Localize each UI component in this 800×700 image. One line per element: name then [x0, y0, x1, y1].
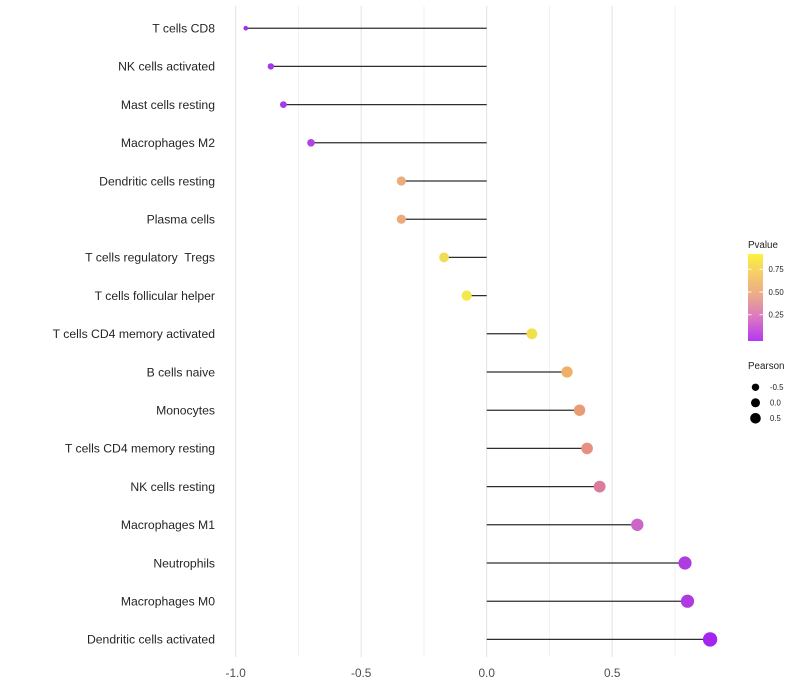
lollipop-dot: [561, 366, 573, 378]
y-axis-label: NK cells activated: [118, 60, 215, 74]
y-axis-label: T cells CD4 memory resting: [65, 442, 215, 456]
y-axis-label: Plasma cells: [147, 213, 215, 227]
lollipop-dot: [680, 594, 695, 608]
x-axis-tick-labels: -1.0 -0.5 0.0 0.5: [226, 666, 621, 680]
pearson-size-label: 0.5: [770, 414, 782, 423]
pvalue-tick-label: 0.75: [769, 265, 785, 274]
pvalue-legend-title: Pvalue: [748, 240, 779, 251]
y-axis-label: Macrophages M1: [121, 518, 215, 532]
y-axis-label: Monocytes: [156, 404, 215, 418]
lollipop-dot: [631, 518, 644, 531]
pvalue-tick-label: 0.50: [769, 288, 785, 297]
y-axis-label: B cells naive: [147, 365, 216, 379]
y-axis-label: Neutrophils: [153, 556, 215, 570]
lollipop-dot: [593, 480, 606, 493]
pearson-size-dot: [751, 398, 760, 408]
lollipop-dot: [279, 101, 287, 108]
x-axis-tick-label: 0.5: [604, 666, 621, 680]
pvalue-colorbar: [748, 254, 763, 341]
legend: Pvalue 0.75 0.50 0.25 Pearson -0.5 0.0 0.5: [748, 240, 785, 424]
pvalue-tick-label: 0.25: [769, 311, 785, 320]
lollipop-dot: [439, 252, 449, 263]
y-axis-label: Dendritic cells activated: [87, 633, 215, 647]
lollipop-dot: [526, 328, 538, 340]
pearson-size-dot: [750, 413, 761, 424]
lollipop-dot: [243, 25, 249, 31]
y-axis-label: T cells CD8: [152, 22, 215, 36]
lollipop-dot: [461, 290, 472, 301]
y-axis-label: T cells follicular helper: [95, 289, 215, 303]
y-axis-label: T cells regulatory Tregs: [85, 251, 215, 265]
y-axis-labels: T cells CD8 NK cells activated Mast cells …: [53, 22, 216, 647]
lollipop-dot: [396, 176, 406, 186]
x-axis-tick-label: -0.5: [351, 666, 372, 680]
pearson-legend-title: Pearson: [748, 361, 785, 372]
lollipop-dot: [267, 63, 275, 70]
y-axis-label: Dendritic cells resting: [99, 174, 215, 188]
y-axis-label: Macrophages M2: [121, 136, 215, 150]
x-axis-tick-label: -1.0: [226, 666, 247, 680]
pearson-size-label: -0.5: [770, 383, 784, 392]
dot-layer: [243, 25, 718, 647]
x-axis-tick-label: 0.0: [478, 666, 495, 680]
pearson-size-dot: [751, 383, 760, 391]
lollipop-dot: [702, 632, 718, 647]
lollipop-dot: [307, 139, 315, 147]
y-axis-label: Mast cells resting: [121, 98, 215, 112]
lollipop-dot: [396, 214, 406, 224]
lollipop-dot: [573, 404, 586, 416]
y-axis-label: T cells CD4 memory activated: [53, 327, 215, 341]
lollipop-dot: [581, 442, 593, 455]
pearson-size-label: 0.0: [770, 399, 782, 408]
lollipop-dot: [678, 556, 692, 570]
y-axis-label: Macrophages M0: [121, 595, 215, 609]
stem-layer: [245, 27, 711, 641]
grid-layer: [235, 6, 676, 657]
y-axis-label: NK cells resting: [130, 480, 215, 494]
